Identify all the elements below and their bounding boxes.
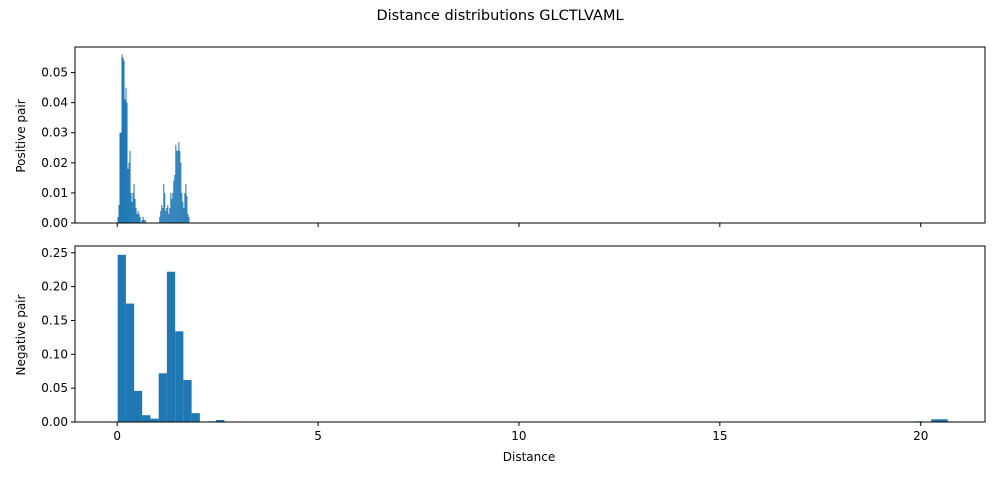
histogram-bar-positive-13: [130, 192, 132, 223]
histogram-bar-positive-21: [138, 213, 140, 223]
histogram-bar-positive-10: [127, 168, 129, 223]
histogram-bar-negative-0: [117, 254, 126, 422]
y-tick-label-positive-4: 0.04: [41, 96, 68, 110]
histogram-bar-negative-8: [183, 380, 192, 422]
y-tick-label-positive-2: 0.02: [41, 156, 68, 170]
histogram-bar-positive-52: [184, 192, 186, 223]
y-tick-label-negative-4: 0.20: [41, 280, 68, 294]
histogram-bar-positive-36: [168, 213, 170, 223]
histogram-bar-positive-7: [124, 99, 126, 223]
histogram-bar-positive-31: [163, 183, 165, 223]
histogram-bar-positive-15: [132, 192, 134, 223]
histogram-bar-positive-0: [117, 216, 119, 223]
histogram-bar-negative-14: [939, 419, 948, 422]
x-tick-label-0: 0: [113, 429, 121, 443]
histogram-bar-negative-7: [175, 331, 184, 422]
histogram-bar-positive-8: [125, 87, 127, 224]
histogram-bar-positive-14: [131, 201, 133, 223]
x-axis-label: Distance: [502, 450, 556, 464]
y-tick-label-positive-1: 0.01: [41, 186, 68, 200]
histogram-bar-negative-3: [142, 415, 151, 422]
histogram-bar-negative-6: [166, 271, 176, 422]
histogram-bar-positive-37: [169, 207, 171, 223]
plot-frame-positive: [74, 46, 986, 224]
histogram-bar-positive-56: [188, 216, 190, 223]
histogram-bar-positive-19: [136, 213, 138, 223]
histogram-bar-positive-1: [118, 204, 120, 223]
histogram-bar-positive-6: [123, 60, 125, 223]
histogram-bar-positive-17: [134, 198, 136, 223]
histogram-bar-positive-54: [186, 195, 188, 223]
x-tick-label-1: 5: [314, 429, 322, 443]
histogram-bar-positive-33: [165, 210, 167, 223]
histogram-bar-positive-24: [142, 216, 144, 223]
histogram-bar-positive-9: [126, 102, 128, 223]
histogram-bar-negative-11: [216, 419, 225, 422]
histogram-bar-positive-25: [143, 219, 145, 223]
y-tick-label-negative-1: 0.05: [41, 381, 68, 395]
histogram-bar-positive-40: [172, 192, 174, 223]
y-tick-label-negative-5: 0.25: [41, 246, 68, 260]
histogram-bar-positive-35: [167, 204, 169, 223]
histogram-bar-positive-44: [176, 150, 178, 223]
histogram-bar-positive-45: [177, 150, 179, 223]
y-tick-label-negative-2: 0.10: [41, 347, 68, 361]
x-tick-label-4: 20: [913, 429, 928, 443]
histogram-bar-positive-29: [161, 204, 163, 223]
histogram-bar-negative-13: [931, 419, 940, 422]
y-tick-label-positive-5: 0.05: [41, 66, 68, 80]
x-tick-label-3: 15: [712, 429, 727, 443]
figure-title: Distance distributions GLCTLVAML: [376, 8, 624, 24]
histogram-bar-positive-22: [139, 216, 141, 223]
histogram-bar-positive-34: [166, 207, 168, 223]
histogram-bar-positive-20: [137, 210, 139, 223]
histogram-bar-negative-2: [133, 390, 143, 422]
histogram-bar-positive-42: [174, 174, 176, 223]
histogram-bar-positive-12: [129, 150, 131, 223]
histogram-bar-positive-46: [178, 141, 180, 223]
histogram-bar-positive-5: [122, 57, 124, 223]
y-tick-label-positive-3: 0.03: [41, 126, 68, 140]
histogram-bar-positive-23: [141, 219, 143, 223]
histogram-bar-positive-27: [159, 216, 161, 223]
histogram-bar-positive-11: [128, 162, 130, 223]
histogram-bar-positive-38: [170, 192, 172, 223]
histogram-bar-positive-28: [160, 210, 162, 223]
histogram-bar-positive-2: [119, 132, 121, 223]
histogram-bar-negative-5: [158, 373, 167, 422]
y-tick-label-positive-0: 0.00: [41, 216, 68, 230]
histogram-bar-positive-53: [185, 183, 187, 223]
histogram-bar-positive-47: [179, 150, 181, 223]
y-tick-label-negative-0: 0.00: [41, 415, 68, 429]
y-tick-label-negative-3: 0.15: [41, 313, 68, 327]
histogram-bar-positive-39: [171, 198, 173, 223]
histogram-bar-positive-49: [181, 192, 183, 223]
histogram-bar-positive-30: [162, 207, 164, 223]
histogram-bar-positive-18: [135, 207, 137, 223]
x-tick-label-2: 10: [511, 429, 526, 443]
histogram-bar-positive-50: [182, 201, 184, 223]
histogram-bar-positive-48: [180, 162, 182, 223]
histogram-bar-negative-4: [150, 418, 159, 422]
histogram-bar-negative-1: [125, 303, 135, 422]
histogram-bar-positive-43: [175, 144, 177, 223]
histogram-bar-positive-3: [120, 132, 122, 223]
histogram-bar-positive-32: [164, 192, 166, 223]
histogram-bar-negative-9: [191, 413, 200, 422]
histogram-bar-positive-51: [183, 207, 185, 223]
histogram-bar-positive-55: [187, 213, 189, 223]
histogram-bar-positive-26: [144, 219, 146, 223]
plot-frame-negative: [74, 245, 986, 423]
histogram-bar-positive-41: [173, 180, 175, 223]
histogram-bar-positive-16: [133, 183, 135, 223]
histogram-bar-positive-4: [121, 54, 123, 223]
